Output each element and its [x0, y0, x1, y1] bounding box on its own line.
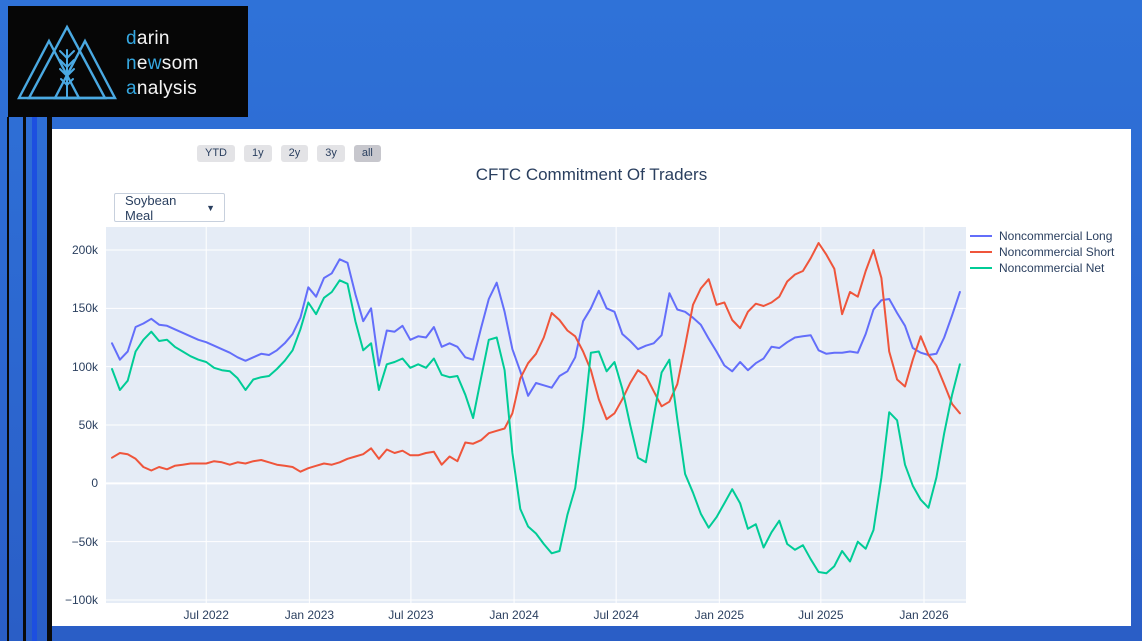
mountain-right-icon [53, 38, 117, 100]
mountains-wheat-logo-icon [17, 24, 117, 100]
legend-item-noncommercial-long[interactable]: Noncommercial Long [970, 228, 1114, 244]
y-axis-tick-label: 150k [71, 301, 98, 316]
legend-swatch-net [970, 267, 992, 269]
brand-line-1: darin [126, 28, 170, 49]
commodity-dropdown-value: Soybean Meal [125, 192, 177, 223]
series-line-noncommercial-short[interactable] [111, 242, 961, 473]
x-axis-tick-label: Jul 2022 [183, 608, 229, 622]
range-button-all[interactable]: all [353, 145, 381, 162]
series-line-noncommercial-net[interactable] [111, 279, 961, 575]
brand-header: darin newsom analysis [8, 6, 248, 117]
y-axis-tick-label: 200k [71, 243, 98, 257]
brand-wordmark: darin newsom analysis [126, 26, 199, 101]
x-axis-tick-label: Jan 2025 [694, 608, 745, 622]
y-axis-tick-label: 100k [71, 359, 98, 374]
range-button-2y[interactable]: 2y [280, 145, 309, 162]
x-axis-tick-label: Jul 2024 [593, 608, 639, 622]
range-button-3y[interactable]: 3y [317, 145, 345, 162]
brand-line-3: analysis [126, 78, 198, 99]
x-axis-tick-label: Jan 2023 [284, 608, 335, 622]
range-button-1y[interactable]: 1y [244, 145, 272, 162]
left-border-stripe-3 [47, 117, 52, 641]
brand-line-2: newsom [126, 53, 199, 74]
left-border-stripe-1 [7, 117, 9, 641]
y-axis-tick-label: 50k [78, 418, 98, 432]
legend-swatch-long [970, 235, 992, 237]
cot-line-chart[interactable] [106, 227, 966, 603]
chevron-down-icon: ▼ [206, 202, 215, 213]
y-axis-tick-label: 0 [91, 476, 98, 491]
y-axis: 200k 150k 100k 50k 0 −50k −100k [52, 227, 100, 607]
legend-item-noncommercial-short[interactable]: Noncommercial Short [970, 244, 1114, 260]
legend-item-noncommercial-net[interactable]: Noncommercial Net [970, 260, 1114, 276]
range-selector: YTD 1y 2y 3y all [197, 145, 381, 162]
plot-area[interactable] [106, 227, 966, 603]
x-axis-tick-label: Jan 2024 [489, 608, 539, 622]
plot-background [106, 227, 966, 603]
commodity-dropdown[interactable]: Soybean Meal ▼ [114, 192, 225, 223]
wheat-icon [59, 49, 75, 99]
left-border-stripe-blue [32, 117, 37, 641]
legend-swatch-short [970, 251, 992, 253]
series-line-noncommercial-long[interactable] [111, 258, 961, 397]
left-border-stripe-2 [23, 117, 26, 641]
x-axis-tick-label: Jul 2023 [388, 608, 434, 622]
legend: Noncommercial Long Noncommercial Short N… [970, 228, 1114, 276]
y-axis-tick-label: −50k [71, 534, 98, 549]
x-axis-tick-label: Jul 2025 [798, 608, 844, 622]
chart-title: CFTC Commitment Of Traders [475, 165, 708, 184]
y-axis-tick-label: −100k [64, 593, 98, 607]
chart-card: YTD 1y 2y 3y all CFTC Commitment Of Trad… [52, 129, 1131, 626]
x-axis-tick-label: Jan 2026 [899, 608, 949, 622]
x-axis: Jul 2022 Jan 2023 Jul 2023 Jan 2024 Jul 2024… [106, 608, 966, 626]
range-button-ytd[interactable]: YTD [197, 145, 235, 162]
